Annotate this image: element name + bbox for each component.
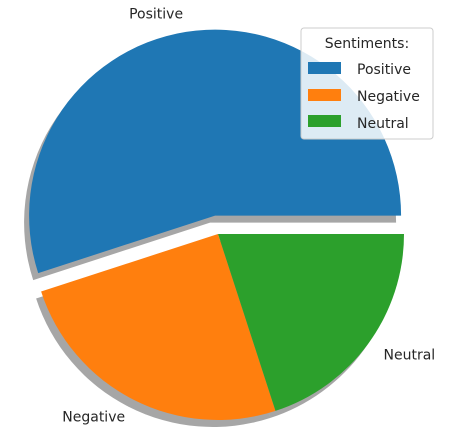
legend-title: Sentiments: (325, 36, 409, 52)
pie-slice-negative (41, 234, 276, 421)
legend-entry-negative: Negative (357, 89, 420, 105)
legend-box (300, 27, 434, 140)
legend-swatch-positive (308, 62, 341, 74)
pie-slice-neutral (218, 234, 404, 411)
legend-swatch-neutral (308, 115, 341, 127)
legend-swatch-negative (308, 89, 341, 101)
slice-label-positive: Positive (129, 7, 183, 23)
legend: Sentiments: Positive Negative Neutral (300, 27, 434, 140)
slice-labels: Positive Negative Neutral (62, 7, 435, 426)
legend-entry-positive: Positive (357, 62, 411, 78)
legend-entry-neutral: Neutral (357, 116, 409, 132)
slice-label-negative: Negative (62, 409, 125, 425)
slice-label-neutral: Neutral (384, 347, 436, 363)
